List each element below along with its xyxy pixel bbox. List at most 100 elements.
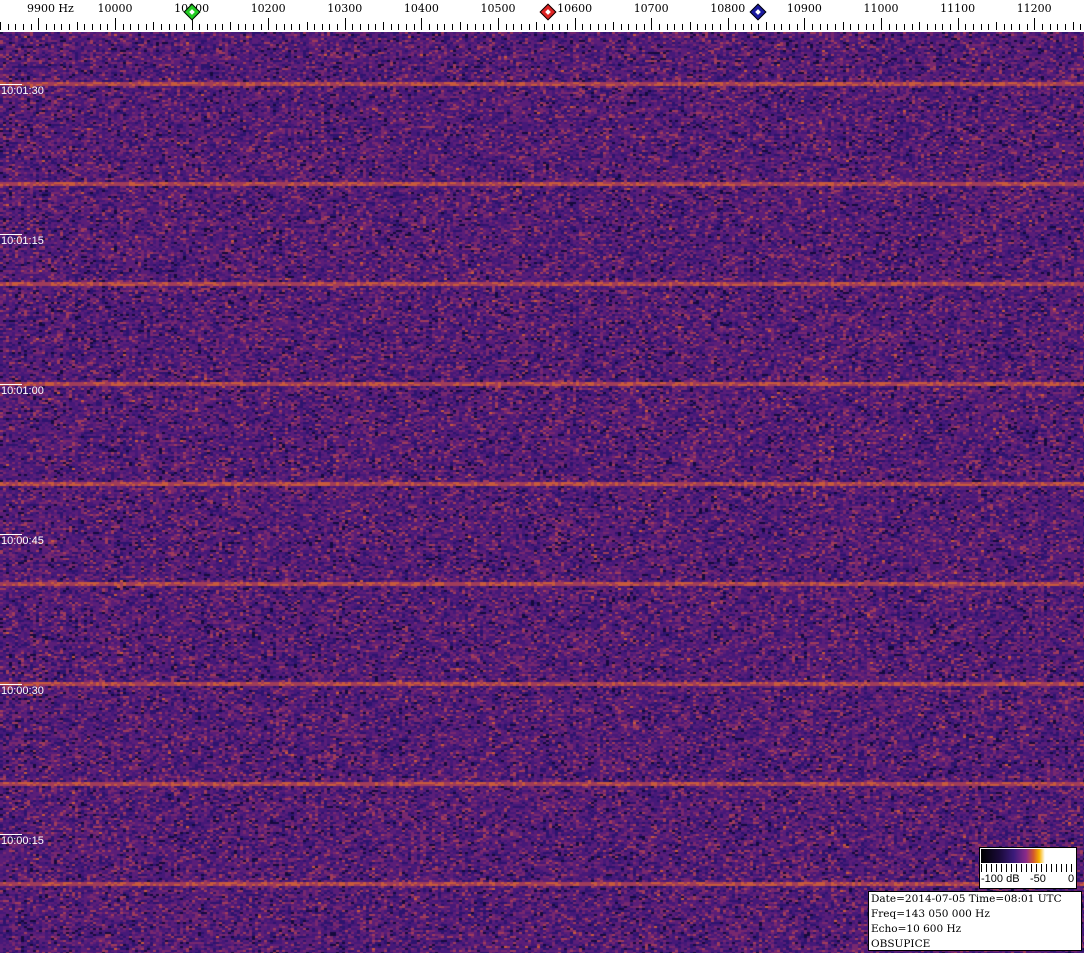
frequency-tick — [421, 18, 422, 30]
frequency-tick — [628, 24, 629, 30]
frequency-tick — [483, 24, 484, 30]
frequency-tick — [682, 24, 683, 30]
frequency-tick — [84, 24, 85, 30]
frequency-tick — [345, 18, 346, 30]
frequency-tick — [291, 24, 292, 30]
waterfall-display[interactable] — [0, 32, 1084, 953]
frequency-tick — [123, 24, 124, 30]
frequency-tick — [375, 24, 376, 30]
frequency-tick — [222, 24, 223, 30]
frequency-tick — [667, 24, 668, 30]
frequency-axis[interactable]: 9900 Hz100001010010200103001040010500106… — [0, 0, 1084, 32]
frequency-label: 10400 — [403, 2, 439, 15]
frequency-tick — [38, 18, 39, 30]
frequency-tick — [161, 24, 162, 30]
frequency-tick — [758, 24, 759, 30]
frequency-tick — [506, 24, 507, 30]
colorbar-min-label: -100 dB — [981, 873, 1020, 885]
frequency-label: 10000 — [97, 2, 133, 15]
frequency-tick — [153, 22, 154, 30]
frequency-tick — [942, 24, 943, 30]
frequency-tick — [613, 22, 614, 30]
frequency-tick — [544, 24, 545, 30]
frequency-tick — [636, 24, 637, 30]
frequency-tick — [1065, 24, 1066, 30]
frequency-tick — [644, 24, 645, 30]
frequency-tick — [169, 24, 170, 30]
frequency-tick — [590, 24, 591, 30]
frequency-tick — [406, 24, 407, 30]
frequency-tick — [100, 24, 101, 30]
frequency-tick — [659, 24, 660, 30]
frequency-tick — [774, 24, 775, 30]
frequency-tick — [1050, 24, 1051, 30]
frequency-tick — [299, 24, 300, 30]
frequency-tick — [107, 24, 108, 30]
frequency-tick — [804, 18, 805, 30]
frequency-tick — [981, 24, 982, 30]
frequency-label: 10300 — [327, 2, 363, 15]
station-name: OBSUPICE — [871, 938, 931, 950]
frequency-tick — [238, 24, 239, 30]
frequency-tick — [858, 24, 859, 30]
frequency-tick — [329, 24, 330, 30]
frequency-tick — [130, 24, 131, 30]
frequency-tick — [230, 22, 231, 30]
frequency-tick — [245, 24, 246, 30]
date-time-line: Date=2014-07-05 Time=08:01 UTC — [871, 893, 1062, 905]
frequency-tick — [973, 24, 974, 30]
frequency-tick — [705, 24, 706, 30]
frequency-tick — [398, 24, 399, 30]
frequency-tick — [207, 24, 208, 30]
frequency-tick — [437, 24, 438, 30]
frequency-tick — [1034, 18, 1035, 30]
frequency-tick — [15, 24, 16, 30]
frequency-tick — [935, 24, 936, 30]
frequency-tick — [253, 24, 254, 30]
frequency-tick — [605, 24, 606, 30]
frequency-tick — [146, 24, 147, 30]
frequency-tick — [467, 24, 468, 30]
time-label: 10:00:15 — [1, 835, 44, 847]
frequency-tick — [743, 24, 744, 30]
frequency-label: 10600 — [557, 2, 593, 15]
frequency-tick — [54, 24, 55, 30]
red-marker[interactable] — [539, 3, 557, 21]
frequency-tick — [820, 24, 821, 30]
frequency-tick — [176, 24, 177, 30]
frequency-tick — [965, 24, 966, 30]
frequency-tick — [307, 22, 308, 30]
frequency-tick — [337, 24, 338, 30]
frequency-label: 10800 — [710, 2, 746, 15]
blue-marker[interactable] — [749, 3, 767, 21]
frequency-tick — [475, 24, 476, 30]
time-label: 10:00:30 — [1, 685, 44, 697]
frequency-tick — [521, 24, 522, 30]
frequency-tick — [383, 22, 384, 30]
frequency-tick — [735, 24, 736, 30]
frequency-tick — [61, 24, 62, 30]
frequency-tick — [536, 22, 537, 30]
frequency-tick — [1073, 22, 1074, 30]
frequency-tick — [958, 18, 959, 30]
frequency-tick — [314, 24, 315, 30]
frequency-label: 11000 — [863, 2, 899, 15]
frequency-tick — [1011, 24, 1012, 30]
frequency-tick — [1057, 24, 1058, 30]
frequency-tick — [843, 22, 844, 30]
time-label: 10:01:15 — [1, 235, 44, 247]
frequency-tick — [598, 24, 599, 30]
frequency-tick — [31, 24, 32, 30]
frequency-tick — [889, 24, 890, 30]
frequency-tick — [827, 24, 828, 30]
frequency-tick — [835, 24, 836, 30]
color-scale-ticks — [981, 864, 1075, 872]
frequency-tick — [192, 18, 193, 30]
frequency-tick — [559, 24, 560, 30]
frequency-tick — [712, 24, 713, 30]
colorbar-mid-label: -50 — [1030, 873, 1046, 885]
frequency-tick — [582, 24, 583, 30]
time-tick — [0, 834, 22, 835]
frequency-tick — [881, 18, 882, 30]
time-tick — [0, 234, 22, 235]
